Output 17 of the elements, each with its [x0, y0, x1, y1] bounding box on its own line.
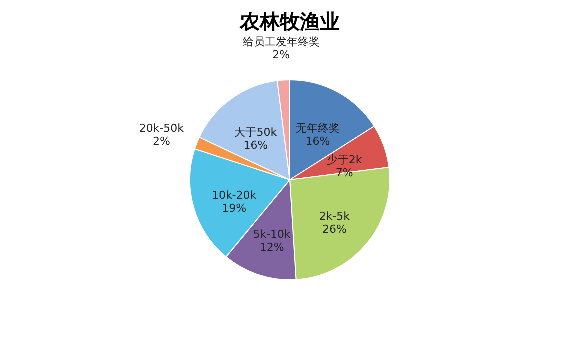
data-label: 26% [322, 222, 347, 236]
data-label: 7% [336, 166, 354, 180]
data-label: 12% [260, 241, 284, 254]
data-label: 2% [272, 48, 290, 62]
slice-label: 少于2k [326, 153, 363, 166]
data-label: 19% [222, 202, 247, 216]
slice-label: 20k-50k [139, 122, 185, 136]
data-label: 16% [306, 135, 330, 148]
slice-label: 大于50k [234, 126, 278, 140]
data-label: 2% [152, 135, 170, 148]
slice-label: 5k-10k [253, 228, 292, 242]
slice-label: 2k-5k [319, 210, 351, 223]
chart-title: 农林牧渔业 [239, 9, 340, 34]
slice-label: 无年终奖 [296, 122, 340, 136]
data-label: 16% [244, 139, 268, 152]
slice-label: 给员工发年终奖 [242, 35, 320, 48]
slice-label: 10k-20k [212, 189, 258, 202]
